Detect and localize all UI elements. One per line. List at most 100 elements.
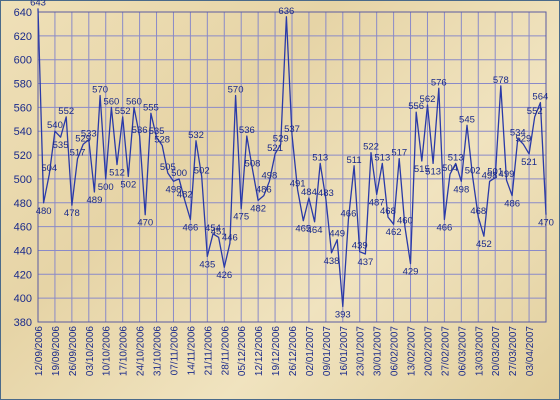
y-axis-tick-labels: 380 400 420 440 460 480 500 520 540 560 580 600 620 6… [14,7,32,329]
data-label: 529 [273,133,289,144]
x-tick-label: 26/12/2006 [288,326,299,376]
x-tick-label: 20/03/2007 [491,326,502,376]
x-tick-label: 10/10/2006 [102,326,113,376]
x-tick-label: 14/11/2006 [186,326,197,376]
data-label: 512 [109,168,125,179]
data-label: 475 [233,212,249,223]
data-label: 491 [290,179,306,190]
y-tick-label: 400 [14,293,32,305]
x-tick-label: 13/03/2007 [474,326,485,376]
x-tick-label: 07/11/2006 [169,326,180,376]
data-label: 454 [205,223,221,234]
y-tick-label: 520 [14,150,32,162]
data-label: 482 [177,189,193,200]
x-tick-label: 24/10/2006 [136,326,147,376]
data-label: 470 [137,218,153,229]
y-tick-label: 640 [14,7,32,19]
y-tick-label: 380 [14,317,32,329]
x-tick-label: 19/09/2006 [51,326,62,376]
y-tick-label: 480 [14,198,32,210]
data-label: 486 [256,185,272,196]
data-label: 505 [160,162,176,173]
data-label: 570 [92,84,108,95]
data-label: 426 [216,270,232,281]
data-label: 560 [103,96,119,107]
data-label: 536 [132,125,148,136]
data-label: 438 [324,256,340,267]
y-tick-label: 500 [14,174,32,186]
x-tick-label: 02/01/2007 [305,326,316,376]
data-label: 452 [476,239,492,250]
data-label: 480 [36,206,52,217]
data-label: 536 [239,125,255,136]
x-tick-label: 09/01/2007 [322,326,333,376]
data-label: 435 [199,259,215,270]
data-label: 515 [414,164,430,175]
data-label: 564 [532,92,548,103]
data-label: 560 [126,96,142,107]
data-label: 545 [459,114,475,125]
data-label: 498 [261,170,277,181]
data-label: 502 [120,180,136,191]
data-label: 504 [442,163,458,174]
data-label: 534 [510,127,526,138]
x-tick-label: 03/04/2007 [525,326,536,376]
data-label: 576 [431,77,447,88]
data-label: 466 [341,208,357,219]
plot-area-border [37,11,547,323]
data-label: 483 [318,188,334,199]
data-label: 513 [374,152,390,163]
data-label: 484 [301,187,317,198]
data-label: 464 [307,225,323,236]
data-label: 439 [352,241,368,252]
data-label: 540 [47,120,63,131]
data-labels: 6434805045405355524785175295334895705005… [30,0,554,321]
data-label: 501 [487,167,503,178]
data-label: 532 [188,130,204,141]
data-label: 508 [245,158,261,169]
data-label: 468 [380,206,396,217]
data-label: 498 [482,170,498,181]
data-label: 462 [386,227,402,238]
x-tick-label: 05/12/2006 [237,326,248,376]
data-label: 528 [154,135,170,146]
data-label: 570 [228,84,244,95]
x-tick-label: 03/10/2006 [85,326,96,376]
data-label: 521 [267,143,283,154]
x-tick-label: 06/03/2007 [457,326,468,376]
x-tick-label: 27/03/2007 [508,326,519,376]
y-tick-label: 580 [14,79,32,91]
x-axis-tick-labels: 12/09/2006 19/09/2006 26/09/2006 03/10/2006… [34,326,536,376]
y-tick-label: 420 [14,269,32,281]
data-label: 489 [87,195,103,206]
y-tick-label: 460 [14,222,32,234]
data-label: 537 [284,124,300,135]
y-tick-label: 620 [14,31,32,43]
data-label: 535 [53,140,69,151]
data-label: 533 [81,129,97,140]
data-label: 429 [403,267,419,278]
x-tick-label: 26/09/2006 [68,326,79,376]
x-tick-label: 19/12/2006 [271,326,282,376]
data-label: 529 [75,133,91,144]
data-label: 446 [222,232,238,243]
data-label: 451 [211,226,227,237]
x-tick-label: 30/01/2007 [373,326,384,376]
data-label: 498 [166,184,182,195]
data-label: 555 [143,102,159,113]
data-label: 552 [58,106,74,117]
series-line [37,8,547,308]
data-label: 552 [527,106,543,117]
data-label: 513 [312,152,328,163]
x-tick-label: 28/11/2006 [220,326,231,376]
x-tick-label: 21/11/2006 [203,326,214,376]
data-label: 502 [465,166,481,177]
data-label: 517 [391,148,407,159]
data-label: 460 [397,216,413,227]
x-tick-label: 23/01/2007 [356,326,367,376]
x-tick-label: 06/02/2007 [390,326,401,376]
data-label: 552 [115,106,131,117]
data-label: 517 [70,148,86,159]
